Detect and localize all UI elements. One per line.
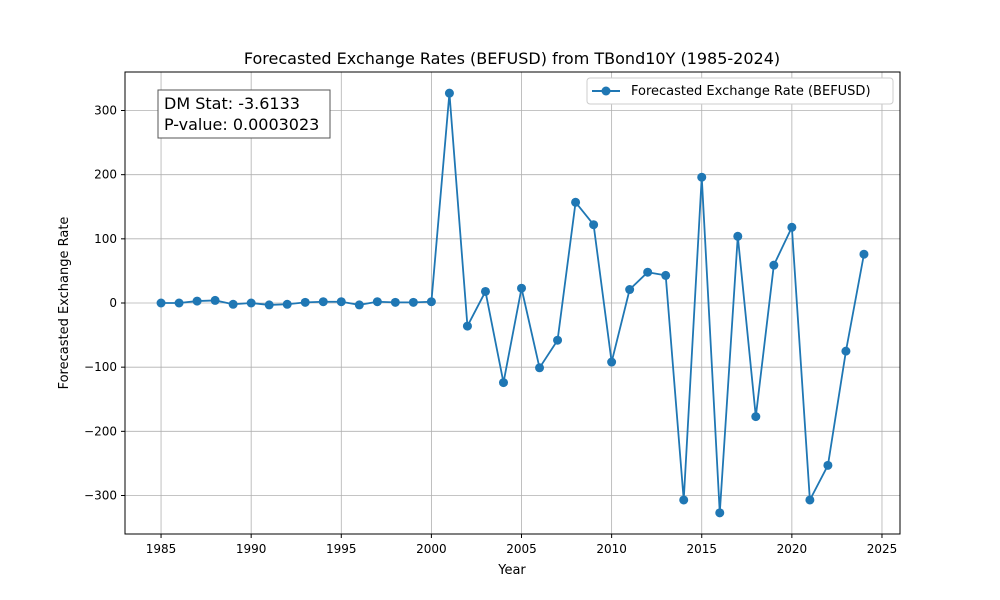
annotation-dm-stat: DM Stat: -3.6133 (164, 94, 300, 113)
annotation-frame (157, 89, 331, 139)
annotation-p-value: P-value: 0.0003023 (164, 115, 319, 134)
data-point (426, 297, 436, 307)
x-tick-label: 1995 (326, 542, 357, 556)
x-tick-label: 1985 (146, 542, 177, 556)
data-point (228, 299, 238, 309)
data-point (643, 267, 653, 277)
data-point (174, 298, 184, 308)
data-point (661, 270, 671, 280)
x-tick-label: 2025 (867, 542, 898, 556)
data-point (498, 378, 508, 388)
data-point (553, 335, 563, 345)
data-point (751, 412, 761, 422)
dm-stat-annotation: DM Stat: -3.6133 P-value: 0.0003023 (157, 89, 331, 139)
data-point (444, 88, 454, 98)
data-point (607, 357, 617, 367)
data-point (697, 172, 707, 182)
x-axis-label: Year (497, 563, 526, 578)
y-tick-label: −200 (84, 424, 117, 438)
data-point (733, 231, 743, 241)
data-point (264, 300, 274, 310)
x-tick-label: 2010 (596, 542, 627, 556)
data-point (571, 197, 581, 207)
data-point (300, 297, 310, 307)
y-axis-label: Forecasted Exchange Rate (57, 217, 72, 390)
y-tick-label: 0 (109, 296, 117, 310)
data-point (282, 299, 292, 309)
data-point (462, 321, 472, 331)
legend-frame (586, 77, 894, 105)
y-tick-label: −100 (84, 360, 117, 374)
data-point (841, 346, 851, 356)
data-point (715, 508, 725, 518)
data-point (805, 495, 815, 505)
data-point (336, 297, 346, 307)
data-point (354, 300, 364, 310)
data-point (625, 285, 635, 295)
data-point (372, 297, 382, 307)
data-point (823, 460, 833, 470)
data-point (390, 297, 400, 307)
legend-label: Forecasted Exchange Rate (BEFUSD) (631, 84, 871, 99)
series-line (161, 92, 865, 514)
grid (125, 72, 900, 534)
chart-title: Forecasted Exchange Rates (BEFUSD) from … (244, 49, 780, 68)
data-point (769, 260, 779, 270)
legend-marker-swatch (601, 86, 611, 96)
x-tick-label: 2020 (777, 542, 808, 556)
data-point (859, 249, 869, 259)
data-point (192, 296, 202, 306)
data-point (517, 283, 527, 293)
data-point (156, 298, 166, 308)
data-point (787, 222, 797, 232)
x-tick-label: 1990 (236, 542, 267, 556)
y-tick-label: 300 (94, 104, 117, 118)
y-tick-label: −300 (84, 489, 117, 503)
data-point (535, 363, 545, 373)
data-point (318, 297, 328, 307)
x-tick-label: 2015 (686, 542, 717, 556)
data-point (589, 220, 599, 230)
data-point (480, 286, 490, 296)
series-layer (156, 88, 869, 518)
data-point (408, 297, 418, 307)
x-tick-label: 2005 (506, 542, 537, 556)
data-point (246, 298, 256, 308)
axes: 1985 1990 1995 2000 2005 2010 2015 2020 2025−300… (84, 71, 901, 556)
data-point (679, 495, 689, 505)
y-tick-label: 100 (94, 232, 117, 246)
y-tick-label: 200 (94, 168, 117, 182)
data-point (210, 295, 220, 305)
x-tick-label: 2000 (416, 542, 447, 556)
legend: Forecasted Exchange Rate (BEFUSD) (586, 77, 894, 105)
